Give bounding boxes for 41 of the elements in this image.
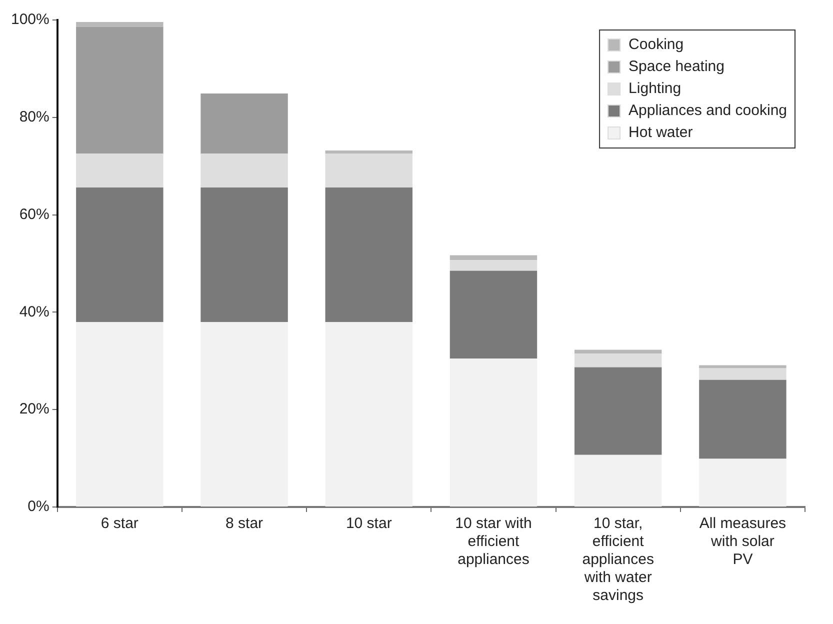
legend-label: Cooking — [628, 36, 684, 54]
bar — [450, 358, 538, 506]
x-tick-label: 10 star — [346, 515, 392, 532]
x-tick-label: 6 star — [100, 515, 138, 532]
x-tick-label: All measures with solar PV — [699, 515, 786, 568]
bar — [699, 458, 786, 506]
bar — [574, 350, 662, 354]
bar — [76, 188, 164, 322]
bar — [325, 153, 412, 188]
bar — [200, 153, 288, 188]
bar — [574, 354, 662, 368]
x-tick-label: 10 star, efficient appliances with water savings — [582, 515, 654, 604]
bar — [325, 322, 412, 506]
y-tick-label: 60% — [19, 206, 50, 223]
legend-label: Hot water — [628, 124, 693, 142]
bar — [200, 94, 288, 154]
legend-label: Space heating — [628, 58, 724, 76]
bar — [325, 150, 412, 154]
bar — [325, 188, 412, 322]
bar — [699, 380, 786, 459]
y-tick-label: 100% — [10, 11, 50, 28]
bar — [76, 26, 164, 154]
y-tick-label: 80% — [19, 108, 50, 126]
x-tick-label: 10 star with efficient appliances — [455, 515, 532, 568]
bar — [76, 22, 164, 27]
y-tick-label: 0% — [28, 498, 50, 516]
bar — [574, 454, 662, 506]
bar — [200, 322, 288, 506]
y-tick-label: 20% — [19, 400, 50, 418]
y-tick-label: 40% — [19, 303, 50, 320]
legend-label: Lighting — [628, 80, 682, 98]
x-tick-label: 8 star — [226, 515, 264, 532]
bar — [200, 188, 288, 322]
legend-label: Appliances and cooking — [628, 102, 788, 120]
bar — [450, 255, 538, 260]
bar — [450, 260, 538, 271]
bar — [76, 322, 164, 506]
bar — [574, 367, 662, 455]
bar — [699, 368, 786, 380]
bar — [450, 270, 538, 358]
bar — [76, 153, 164, 188]
